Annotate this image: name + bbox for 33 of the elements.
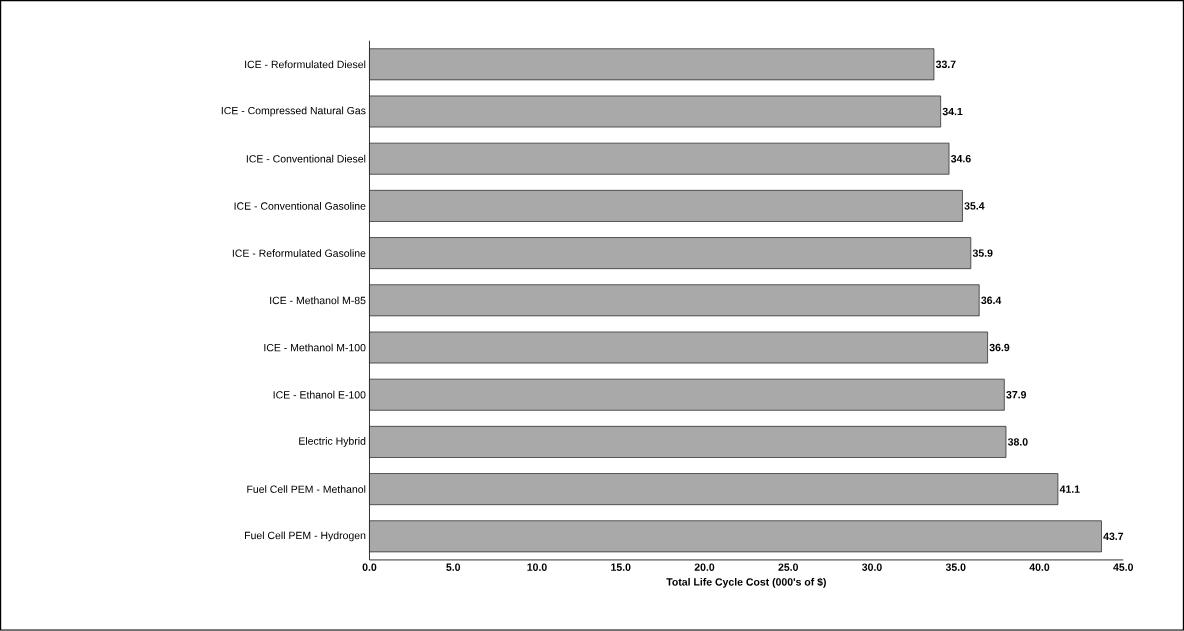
data-label: 37.9	[1006, 391, 1027, 399]
x-tick-label: 10.0	[527, 563, 547, 572]
x-tick-label: 20.0	[694, 563, 715, 572]
y-tick-label: Fuel Cell PEM - Hydrogen	[245, 531, 366, 542]
y-tick-label: ICE - Methanol M-85	[270, 296, 366, 305]
y-tick-label: Electric Hybrid	[299, 437, 366, 447]
x-tick-label: 15.0	[611, 563, 631, 572]
y-tick-label: ICE - Compressed Natural Gas	[221, 106, 366, 117]
data-label: 41.1	[1059, 485, 1080, 493]
data-label: 38.0	[1007, 438, 1028, 446]
x-tick-label: 0.0	[362, 563, 377, 572]
x-tick-label: 45.0	[1113, 563, 1134, 572]
data-label: 34.1	[942, 107, 963, 116]
y-tick-label: ICE - Conventional Diesel	[246, 155, 366, 163]
data-label: 33.7	[935, 60, 956, 69]
data-label: 36.9	[989, 343, 1010, 352]
y-tick-label: Fuel Cell PEM - Methanol	[247, 485, 366, 494]
data-label: 36.4	[981, 296, 1002, 305]
y-tick-label: ICE - Ethanol E-100	[273, 391, 366, 399]
data-label: 35.4	[964, 202, 985, 210]
x-tick-label: 40.0	[1029, 563, 1050, 572]
y-tick-label: ICE - Reformulated Gasoline	[232, 249, 366, 258]
y-tick-label: ICE - Conventional Gasoline	[234, 202, 366, 210]
x-tick-label: 30.0	[862, 563, 882, 572]
y-tick-label: ICE - Methanol M-100	[264, 343, 366, 352]
x-tick-label: 5.0	[446, 563, 461, 572]
data-label: 35.9	[972, 249, 993, 257]
x-tick-label: 25.0	[778, 563, 799, 572]
data-label: 43.7	[1103, 532, 1124, 541]
y-tick-label: ICE - Reformulated Diesel	[245, 60, 366, 69]
data-label: 34.6	[950, 155, 971, 163]
x-axis-title: Total Life Cycle Cost (000's of $)	[666, 577, 826, 588]
x-tick-label: 35.0	[945, 563, 966, 572]
